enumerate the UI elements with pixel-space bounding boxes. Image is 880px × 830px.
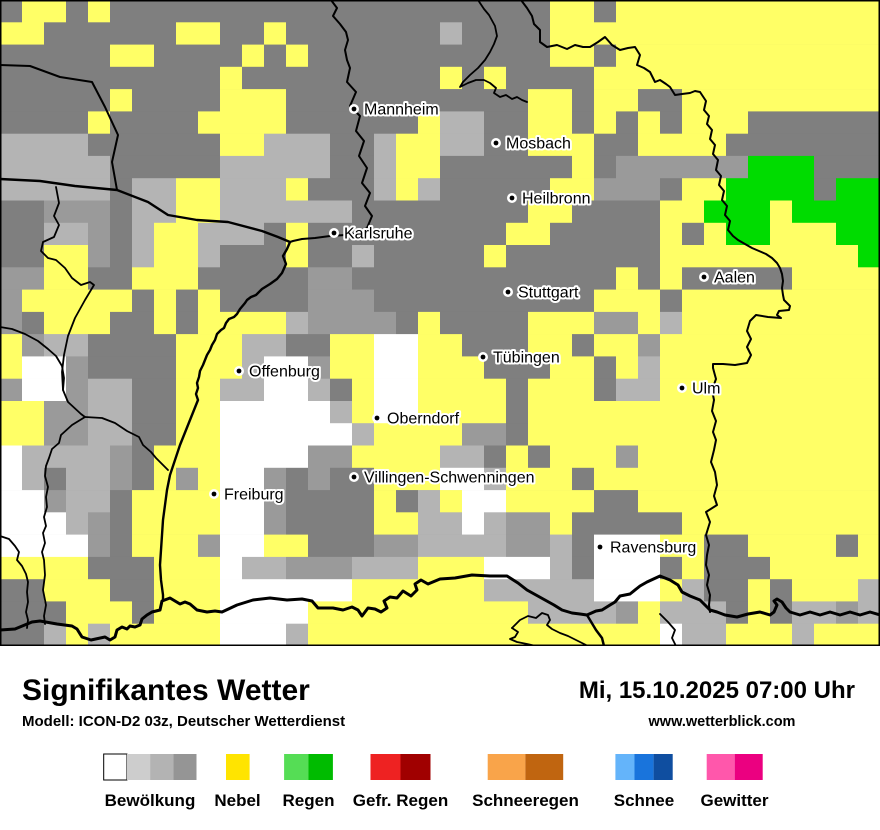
- svg-text:Schnee: Schnee: [614, 791, 674, 810]
- svg-text:www.wetterblick.com: www.wetterblick.com: [648, 714, 796, 730]
- svg-text:Gefr. Regen: Gefr. Regen: [353, 791, 448, 810]
- svg-text:Gewitter: Gewitter: [700, 791, 768, 810]
- svg-text:Mannheim: Mannheim: [364, 102, 439, 119]
- svg-text:Ravensburg: Ravensburg: [610, 540, 696, 557]
- svg-text:Regen: Regen: [283, 791, 335, 810]
- svg-text:Tübingen: Tübingen: [493, 350, 560, 367]
- svg-text:Karlsruhe: Karlsruhe: [344, 226, 413, 243]
- svg-text:Modell: ICON-D2 03z, Deutscher: Modell: ICON-D2 03z, Deutscher Wetterdie…: [22, 713, 345, 730]
- svg-text:Signifikantes Wetter: Signifikantes Wetter: [22, 674, 310, 707]
- svg-text:Mi, 15.10.2025 07:00 Uhr: Mi, 15.10.2025 07:00 Uhr: [579, 677, 855, 704]
- svg-text:Stuttgart: Stuttgart: [518, 285, 579, 302]
- svg-text:Heilbronn: Heilbronn: [522, 191, 590, 208]
- svg-text:Mosbach: Mosbach: [506, 136, 571, 153]
- svg-text:Nebel: Nebel: [214, 791, 260, 810]
- svg-text:Offenburg: Offenburg: [249, 364, 320, 381]
- svg-text:Bewölkung: Bewölkung: [105, 791, 196, 810]
- svg-text:Freiburg: Freiburg: [224, 487, 284, 504]
- svg-text:Ulm: Ulm: [692, 381, 720, 398]
- svg-text:Villingen-Schwenningen: Villingen-Schwenningen: [364, 470, 535, 487]
- svg-text:Oberndorf: Oberndorf: [387, 411, 460, 428]
- svg-text:Aalen: Aalen: [714, 270, 755, 287]
- svg-text:Schneeregen: Schneeregen: [472, 791, 579, 810]
